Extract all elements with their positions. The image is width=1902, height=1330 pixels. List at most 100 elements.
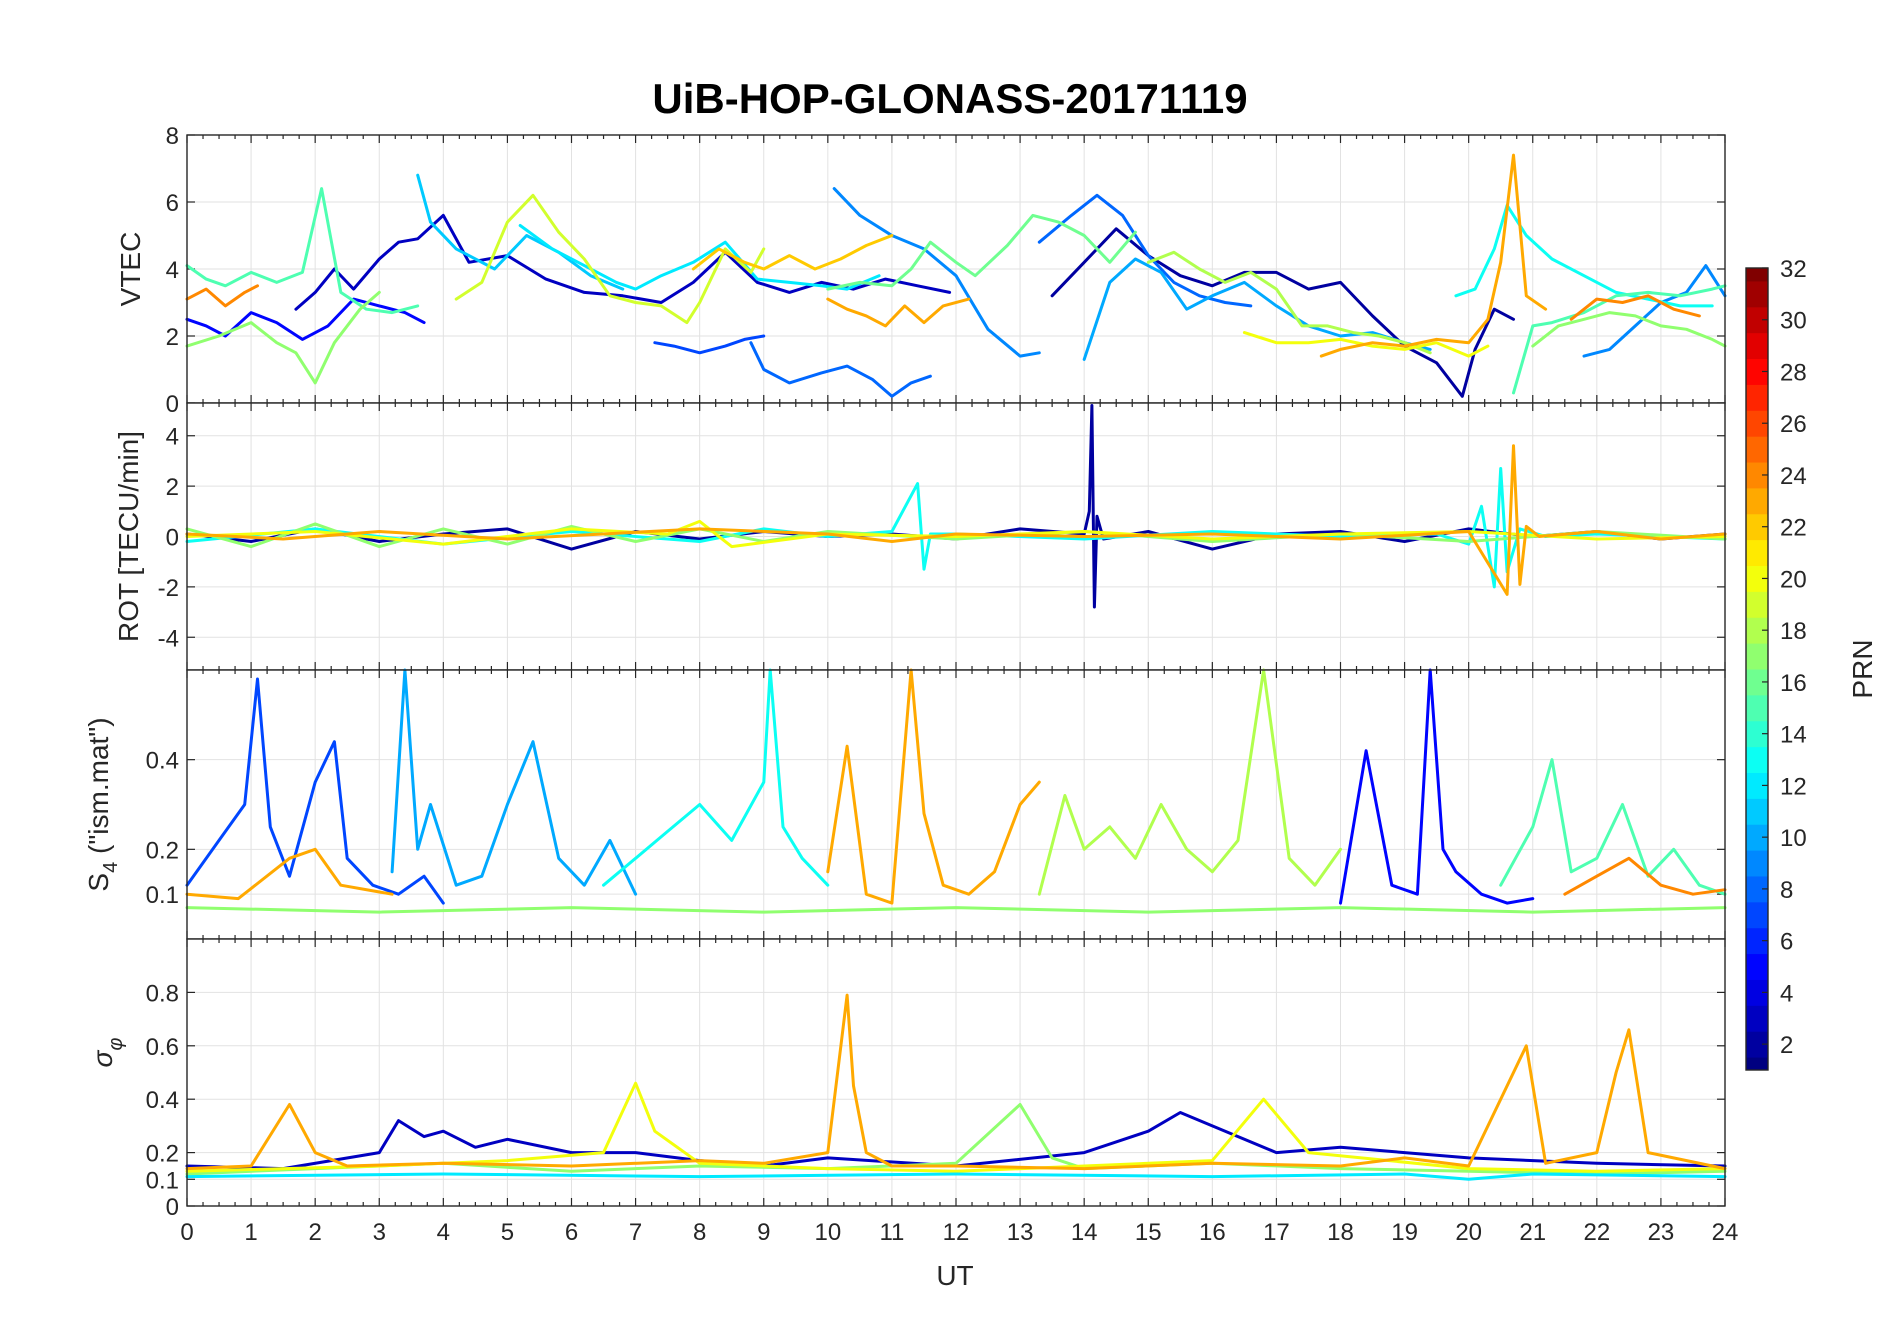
y-tick-label: 0.8 <box>146 980 179 1007</box>
colorbar-swatch-prn-23 <box>1746 487 1768 515</box>
colorbar-tick-label: 12 <box>1780 773 1807 800</box>
x-tick-label: 10 <box>814 1219 841 1246</box>
x-tick-label: 11 <box>879 1219 904 1246</box>
colorbar-swatch-prn-10 <box>1746 824 1768 851</box>
trace-prn-8 <box>749 341 932 398</box>
trace-prn-17 <box>1531 311 1727 348</box>
y-axis-label-rot: ROT [TECU/min] <box>113 431 144 642</box>
colorbar-tick-label: 14 <box>1780 722 1807 749</box>
x-tick-label: 21 <box>1519 1219 1546 1246</box>
x-tick-label: 6 <box>565 1219 578 1246</box>
x-tick-label: 5 <box>501 1219 514 1246</box>
trace-prn-7 <box>185 677 445 905</box>
colorbar-swatch-prn-31 <box>1746 280 1768 308</box>
colorbar-swatch-prn-20 <box>1746 565 1768 592</box>
trace-prn-23 <box>826 668 1041 905</box>
colorbar-tick-label: 22 <box>1780 515 1807 542</box>
colorbar-swatch-prn-26 <box>1746 410 1768 437</box>
y-tick-label: -2 <box>158 575 179 602</box>
panel-vtec-series <box>185 153 1727 398</box>
colorbar-tick-label: 28 <box>1780 359 1807 386</box>
trace-prn-22 <box>691 234 894 271</box>
trace-prn-5 <box>185 297 426 341</box>
y-tick-label: 0.6 <box>146 1034 179 1061</box>
y-tick-label: 8 <box>166 123 179 150</box>
colorbar-tick-label: 30 <box>1780 308 1807 335</box>
y-axis-label-s4: S4 ("ism.mat") <box>83 717 122 891</box>
trace-prn-23 <box>185 444 1727 596</box>
colorbar-tick-label: 10 <box>1780 825 1807 852</box>
x-tick-label: 7 <box>629 1219 642 1246</box>
x-tick-label: 4 <box>437 1219 450 1246</box>
x-tick-label: 0 <box>180 1219 193 1246</box>
y-axis-label-vtec: VTEC <box>115 232 146 307</box>
colorbar-swatch-prn-24 <box>1746 462 1768 489</box>
y-tick-label: 4 <box>166 424 179 451</box>
trace-prn-10 <box>1082 257 1432 361</box>
trace-prn-24 <box>185 284 259 308</box>
colorbar-swatch-prn-3 <box>1746 1005 1768 1032</box>
colorbar-tick-label: 32 <box>1780 256 1807 283</box>
colorbar-swatch-prn-11 <box>1746 798 1768 825</box>
chart-title: UiB-HOP-GLONASS-20171119 <box>652 75 1247 122</box>
colorbar-swatch-prn-32 <box>1746 268 1768 282</box>
x-tick-label: 14 <box>1071 1219 1098 1246</box>
colorbar-tick-label: 24 <box>1780 463 1807 490</box>
y-tick-label: 4 <box>166 257 179 284</box>
colorbar-swatch-prn-12 <box>1746 772 1768 799</box>
colorbar-label: PRN <box>1847 639 1878 698</box>
colorbar-tick-label: 8 <box>1780 877 1793 904</box>
trace-prn-23 <box>1319 153 1548 358</box>
trace-prn-7 <box>653 334 766 355</box>
trace-prn-24 <box>1563 856 1727 896</box>
y-tick-label: 6 <box>166 190 179 217</box>
x-tick-label: 20 <box>1455 1219 1482 1246</box>
trace-prn-13 <box>602 668 830 887</box>
y-tick-label: 0.2 <box>146 1141 179 1168</box>
colorbar-swatch-prn-7 <box>1746 901 1768 929</box>
colorbar-frame <box>1745 267 1769 1071</box>
colorbar-tick-label: 20 <box>1780 566 1807 593</box>
colorbar-swatch-prn-21 <box>1746 539 1768 567</box>
trace-prn-24 <box>1569 294 1701 321</box>
colorbar-swatch-prn-27 <box>1746 384 1768 411</box>
trace-prn-11 <box>416 173 625 291</box>
panel-sigma_phi-frame <box>186 938 1726 1207</box>
colorbar-swatch-prn-9 <box>1746 850 1768 877</box>
colorbar-tick-label: 16 <box>1780 670 1807 697</box>
colorbar-swatch-prn-4 <box>1746 979 1768 1006</box>
trace-prn-10 <box>390 668 638 896</box>
colorbar-swatch-prn-17 <box>1746 643 1768 670</box>
trace-prn-17 <box>185 290 381 385</box>
colorbar-tick-label: 4 <box>1780 980 1793 1007</box>
colorbar-swatch-prn-25 <box>1746 436 1768 463</box>
trace-prn-19 <box>454 193 766 325</box>
y-tick-label: -4 <box>158 625 179 652</box>
x-tick-label: 15 <box>1135 1219 1162 1246</box>
panel-s4: 0.1 0.2 0.4 S4 ("ism.mat") <box>83 668 1727 940</box>
y-axis-label-sigma_phi: σφ <box>87 1038 127 1068</box>
colorbar-swatch-prn-8 <box>1746 875 1768 903</box>
trace-prn-23 <box>826 297 971 328</box>
colorbar-swatch-prn-6 <box>1746 927 1768 955</box>
colorbar-swatch-prn-15 <box>1746 694 1768 722</box>
x-tick-label: 18 <box>1327 1219 1354 1246</box>
trace-prn-9 <box>832 187 1041 358</box>
trace-prn-17 <box>185 906 1727 914</box>
y-tick-label: 2 <box>166 474 179 501</box>
trace-prn-5 <box>1339 668 1535 905</box>
x-tick-label: 9 <box>757 1219 770 1246</box>
y-tick-label: 0.2 <box>146 837 179 864</box>
trace-prn-23 <box>185 993 1727 1171</box>
trace-prn-12 <box>185 1172 1727 1181</box>
panel-vtec: 0 2 4 6 8 VTEC <box>115 123 1727 418</box>
x-tick-label: 12 <box>943 1219 970 1246</box>
x-axis-label: UT <box>936 1260 973 1291</box>
trace-prn-3 <box>185 1111 1727 1171</box>
colorbar-tick-label: 6 <box>1780 929 1793 956</box>
y-tick-label: 0 <box>166 1194 179 1221</box>
trace-prn-16 <box>826 213 1137 291</box>
colorbar-tick-label: 2 <box>1780 1032 1793 1059</box>
